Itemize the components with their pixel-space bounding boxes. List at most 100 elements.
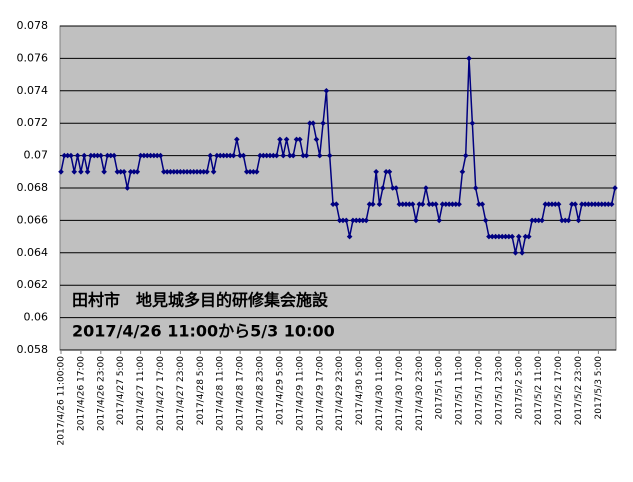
data-point	[512, 250, 519, 256]
data-point	[253, 169, 260, 175]
data-point	[194, 169, 200, 175]
data-point	[180, 169, 187, 175]
data-point	[529, 217, 535, 224]
data-point	[94, 152, 101, 159]
data-point	[287, 152, 293, 159]
data-point	[492, 233, 499, 240]
data-point	[476, 201, 482, 207]
x-tick-label: 2017/5/2 17:00	[554, 356, 564, 425]
data-point	[71, 169, 78, 175]
data-point	[515, 233, 522, 240]
data-point	[502, 233, 509, 240]
data-point	[565, 217, 572, 224]
x-tick-label: 2017/5/2 11:00	[534, 356, 544, 425]
data-point	[161, 169, 167, 175]
x-tick-label: 2017/4/30 17:00	[395, 356, 405, 431]
data-point	[114, 169, 121, 175]
data-point	[111, 152, 117, 159]
data-point	[74, 152, 81, 159]
data-point	[220, 152, 227, 159]
data-point	[104, 152, 111, 159]
data-point	[260, 152, 267, 159]
data-point	[154, 152, 161, 159]
data-point	[230, 152, 237, 159]
data-point	[595, 201, 602, 207]
data-point	[496, 233, 502, 240]
data-point	[98, 152, 104, 159]
y-tick-label: 0.078	[17, 19, 49, 32]
data-point	[346, 233, 353, 240]
data-point	[147, 152, 154, 159]
x-tick-label: 2017/4/26 17:00	[76, 356, 86, 431]
y-tick-label: 0.064	[17, 246, 49, 259]
data-point	[429, 201, 436, 207]
data-point	[572, 201, 578, 207]
data-point	[330, 201, 336, 207]
data-point	[84, 169, 91, 175]
data-point	[336, 217, 343, 224]
x-tick-label: 2017/4/29 11:00	[295, 356, 305, 431]
data-point	[519, 250, 525, 256]
y-tick-label: 0.072	[17, 116, 49, 129]
x-tick-label: 2017/4/27 11:00	[136, 356, 146, 431]
data-point	[197, 169, 204, 175]
data-point	[423, 185, 429, 191]
data-point	[350, 217, 356, 224]
data-point	[174, 169, 180, 175]
data-point	[273, 152, 280, 159]
data-point	[277, 136, 283, 143]
data-point	[575, 217, 582, 224]
data-point	[297, 136, 303, 143]
data-point	[539, 217, 545, 224]
data-point	[413, 217, 419, 224]
data-point	[270, 152, 277, 159]
annotation: 田村市 地見城多目的研修集会施設	[72, 291, 329, 310]
x-tick-label: 2017/5/2 23:00	[574, 356, 584, 425]
x-tick-label: 2017/4/27 17:00	[156, 356, 166, 431]
data-point	[436, 217, 442, 224]
y-tick-label: 0.074	[17, 84, 49, 97]
data-point	[81, 152, 88, 159]
data-point	[167, 169, 174, 175]
x-tick-label: 2017/5/1 5:00	[435, 356, 445, 420]
data-point	[141, 152, 147, 159]
data-point	[283, 136, 290, 143]
x-tick-label: 2017/4/29 17:00	[315, 356, 325, 431]
data-point	[433, 201, 439, 207]
y-tick-label: 0.07	[24, 149, 49, 162]
data-point	[579, 201, 585, 207]
data-point	[602, 201, 608, 207]
data-point	[379, 185, 386, 191]
x-tick-label: 2017/4/29 5:00	[275, 356, 285, 425]
data-point	[257, 152, 263, 159]
data-point	[316, 152, 323, 159]
data-point	[555, 201, 562, 207]
data-point	[449, 201, 456, 207]
data-point	[353, 217, 360, 224]
data-point	[532, 217, 539, 224]
x-tick-label: 2017/4/30 11:00	[375, 356, 385, 431]
data-point	[545, 201, 552, 207]
y-tick-label: 0.068	[17, 181, 49, 194]
data-point	[549, 201, 555, 207]
data-point	[522, 233, 529, 240]
x-tick-label: 2017/4/30 5:00	[355, 356, 365, 425]
data-point	[121, 169, 127, 175]
x-tick-label: 2017/4/26 23:00	[96, 356, 106, 431]
data-point	[446, 201, 452, 207]
x-tick-label: 2017/5/1 11:00	[455, 356, 465, 425]
x-tick-label: 2017/4/26 11:00:00	[57, 356, 67, 446]
data-point	[585, 201, 592, 207]
data-point	[582, 201, 588, 207]
data-point	[389, 185, 396, 191]
data-point	[356, 217, 363, 224]
data-point	[250, 169, 257, 175]
data-point	[323, 88, 330, 94]
x-tick-label: 2017/5/1 23:00	[494, 356, 504, 425]
data-point	[91, 152, 97, 159]
y-tick-label: 0.06	[24, 311, 49, 324]
data-point	[370, 201, 376, 207]
annotation: 2017/4/26 11:00から5/3 10:00	[72, 322, 335, 341]
